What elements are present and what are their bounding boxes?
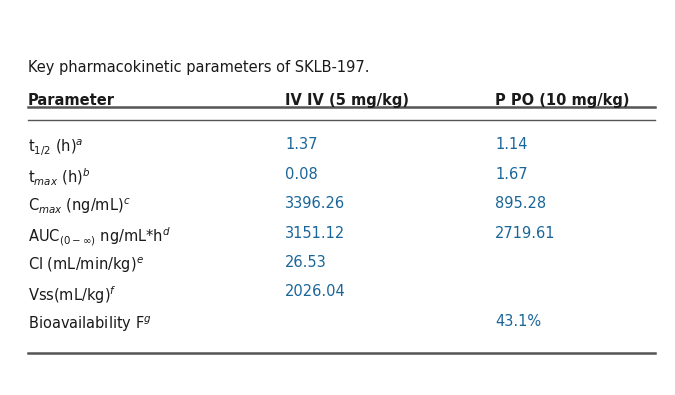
Text: Vss(mL/kg)$^{f}$: Vss(mL/kg)$^{f}$: [28, 284, 117, 306]
Text: 3396.26: 3396.26: [285, 196, 345, 211]
Text: 2719.61: 2719.61: [495, 226, 556, 241]
Text: 1.37: 1.37: [285, 137, 317, 152]
Text: 1.67: 1.67: [495, 167, 528, 181]
Text: Parameter: Parameter: [28, 93, 115, 108]
Text: P PO (10 mg/kg): P PO (10 mg/kg): [495, 93, 630, 108]
Text: AUC$_{(0-∞)}$ ng/mL*h$^{d}$: AUC$_{(0-∞)}$ ng/mL*h$^{d}$: [28, 226, 171, 248]
Text: 2026.04: 2026.04: [285, 284, 346, 299]
Text: t$_{max}$ (h)$^{b}$: t$_{max}$ (h)$^{b}$: [28, 167, 90, 188]
Text: t$_{1/2}$ (h)$^{a}$: t$_{1/2}$ (h)$^{a}$: [28, 137, 84, 158]
Text: 26.53: 26.53: [285, 255, 327, 270]
Text: IV IV (5 mg/kg): IV IV (5 mg/kg): [285, 93, 409, 108]
Text: Bioavailability F$^{g}$: Bioavailability F$^{g}$: [28, 314, 152, 334]
Text: C$_{max}$ (ng/mL)$^{c}$: C$_{max}$ (ng/mL)$^{c}$: [28, 196, 131, 216]
Text: Key pharmacokinetic parameters of SKLB-197.: Key pharmacokinetic parameters of SKLB-1…: [28, 60, 369, 75]
Text: 3151.12: 3151.12: [285, 226, 345, 241]
Text: Cl (mL/min/kg)$^{e}$: Cl (mL/min/kg)$^{e}$: [28, 255, 144, 275]
Text: 43.1%: 43.1%: [495, 314, 541, 329]
Text: 0.08: 0.08: [285, 167, 318, 181]
Text: 895.28: 895.28: [495, 196, 546, 211]
Text: 1.14: 1.14: [495, 137, 527, 152]
